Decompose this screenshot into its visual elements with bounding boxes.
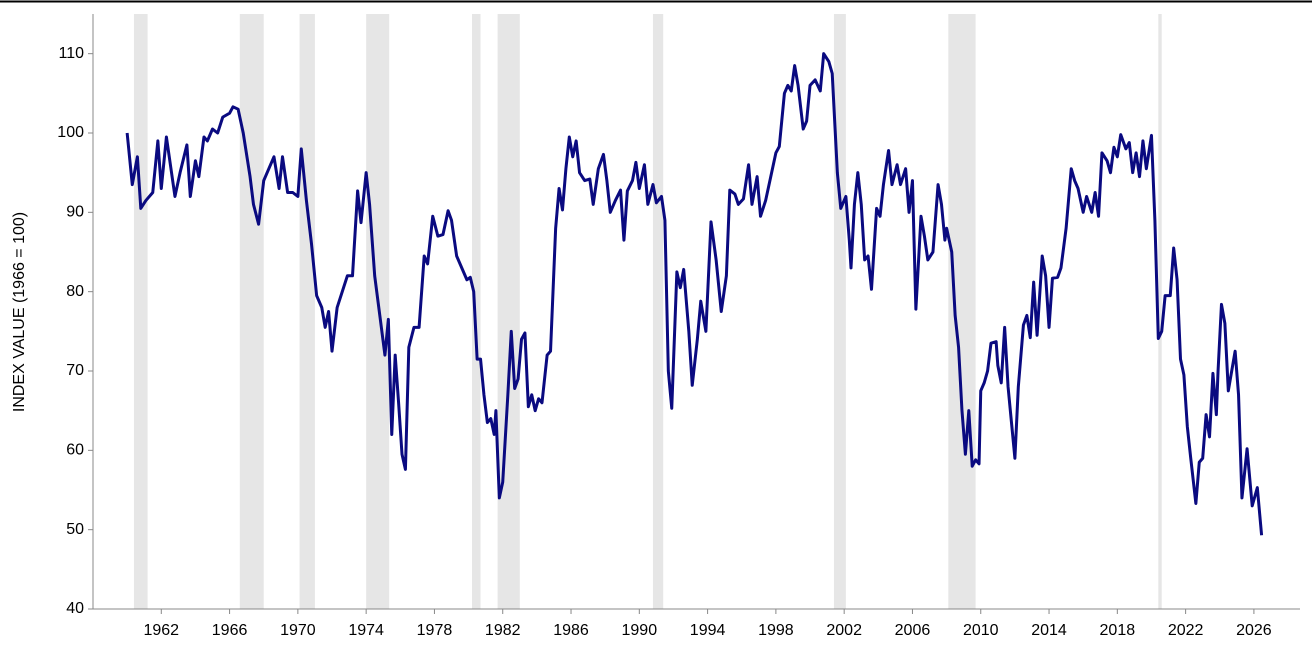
y-tick-label: 110 [58, 45, 84, 62]
x-tick-label: 2014 [1031, 622, 1067, 639]
recession-band [833, 14, 846, 609]
x-tick-label: 1982 [485, 622, 521, 639]
recession-band [366, 14, 390, 609]
y-tick-label: 60 [66, 442, 84, 459]
x-tick-label: 2002 [826, 622, 862, 639]
x-tick-label: 1966 [212, 622, 248, 639]
y-tick-label: 70 [66, 362, 84, 379]
x-tick-label: 1986 [553, 622, 589, 639]
recession-band [497, 14, 520, 609]
recession-band [239, 14, 264, 609]
recession-band [1158, 14, 1162, 609]
recession-band [652, 14, 664, 609]
x-tick-label: 1978 [417, 622, 453, 639]
x-tick-label: 1962 [143, 622, 179, 639]
x-tick-label: 1970 [280, 622, 316, 639]
y-tick-label: 80 [66, 283, 84, 300]
x-tick-label: 2018 [1100, 622, 1136, 639]
x-tick-label: 2022 [1168, 622, 1204, 639]
recession-band [299, 14, 315, 609]
x-tick-label: 1990 [622, 622, 658, 639]
data-line [125, 52, 1264, 536]
x-tick-label: 1974 [348, 622, 384, 639]
x-tick-label: 2006 [895, 622, 931, 639]
y-tick-label: 100 [57, 124, 84, 141]
y-tick-label: 40 [66, 600, 84, 617]
x-tick-label: 2010 [963, 622, 999, 639]
y-tick-label: 50 [66, 521, 84, 538]
y-tick-label: 90 [66, 204, 84, 221]
recession-band [948, 14, 976, 609]
recession-band [472, 14, 481, 609]
x-tick-label: 2026 [1236, 622, 1272, 639]
recession-band [133, 14, 148, 609]
x-tick-label: 1998 [758, 622, 794, 639]
x-tick-label: 1994 [690, 622, 726, 639]
y-axis-label: INDEX VALUE (1966 = 100) [11, 212, 28, 412]
